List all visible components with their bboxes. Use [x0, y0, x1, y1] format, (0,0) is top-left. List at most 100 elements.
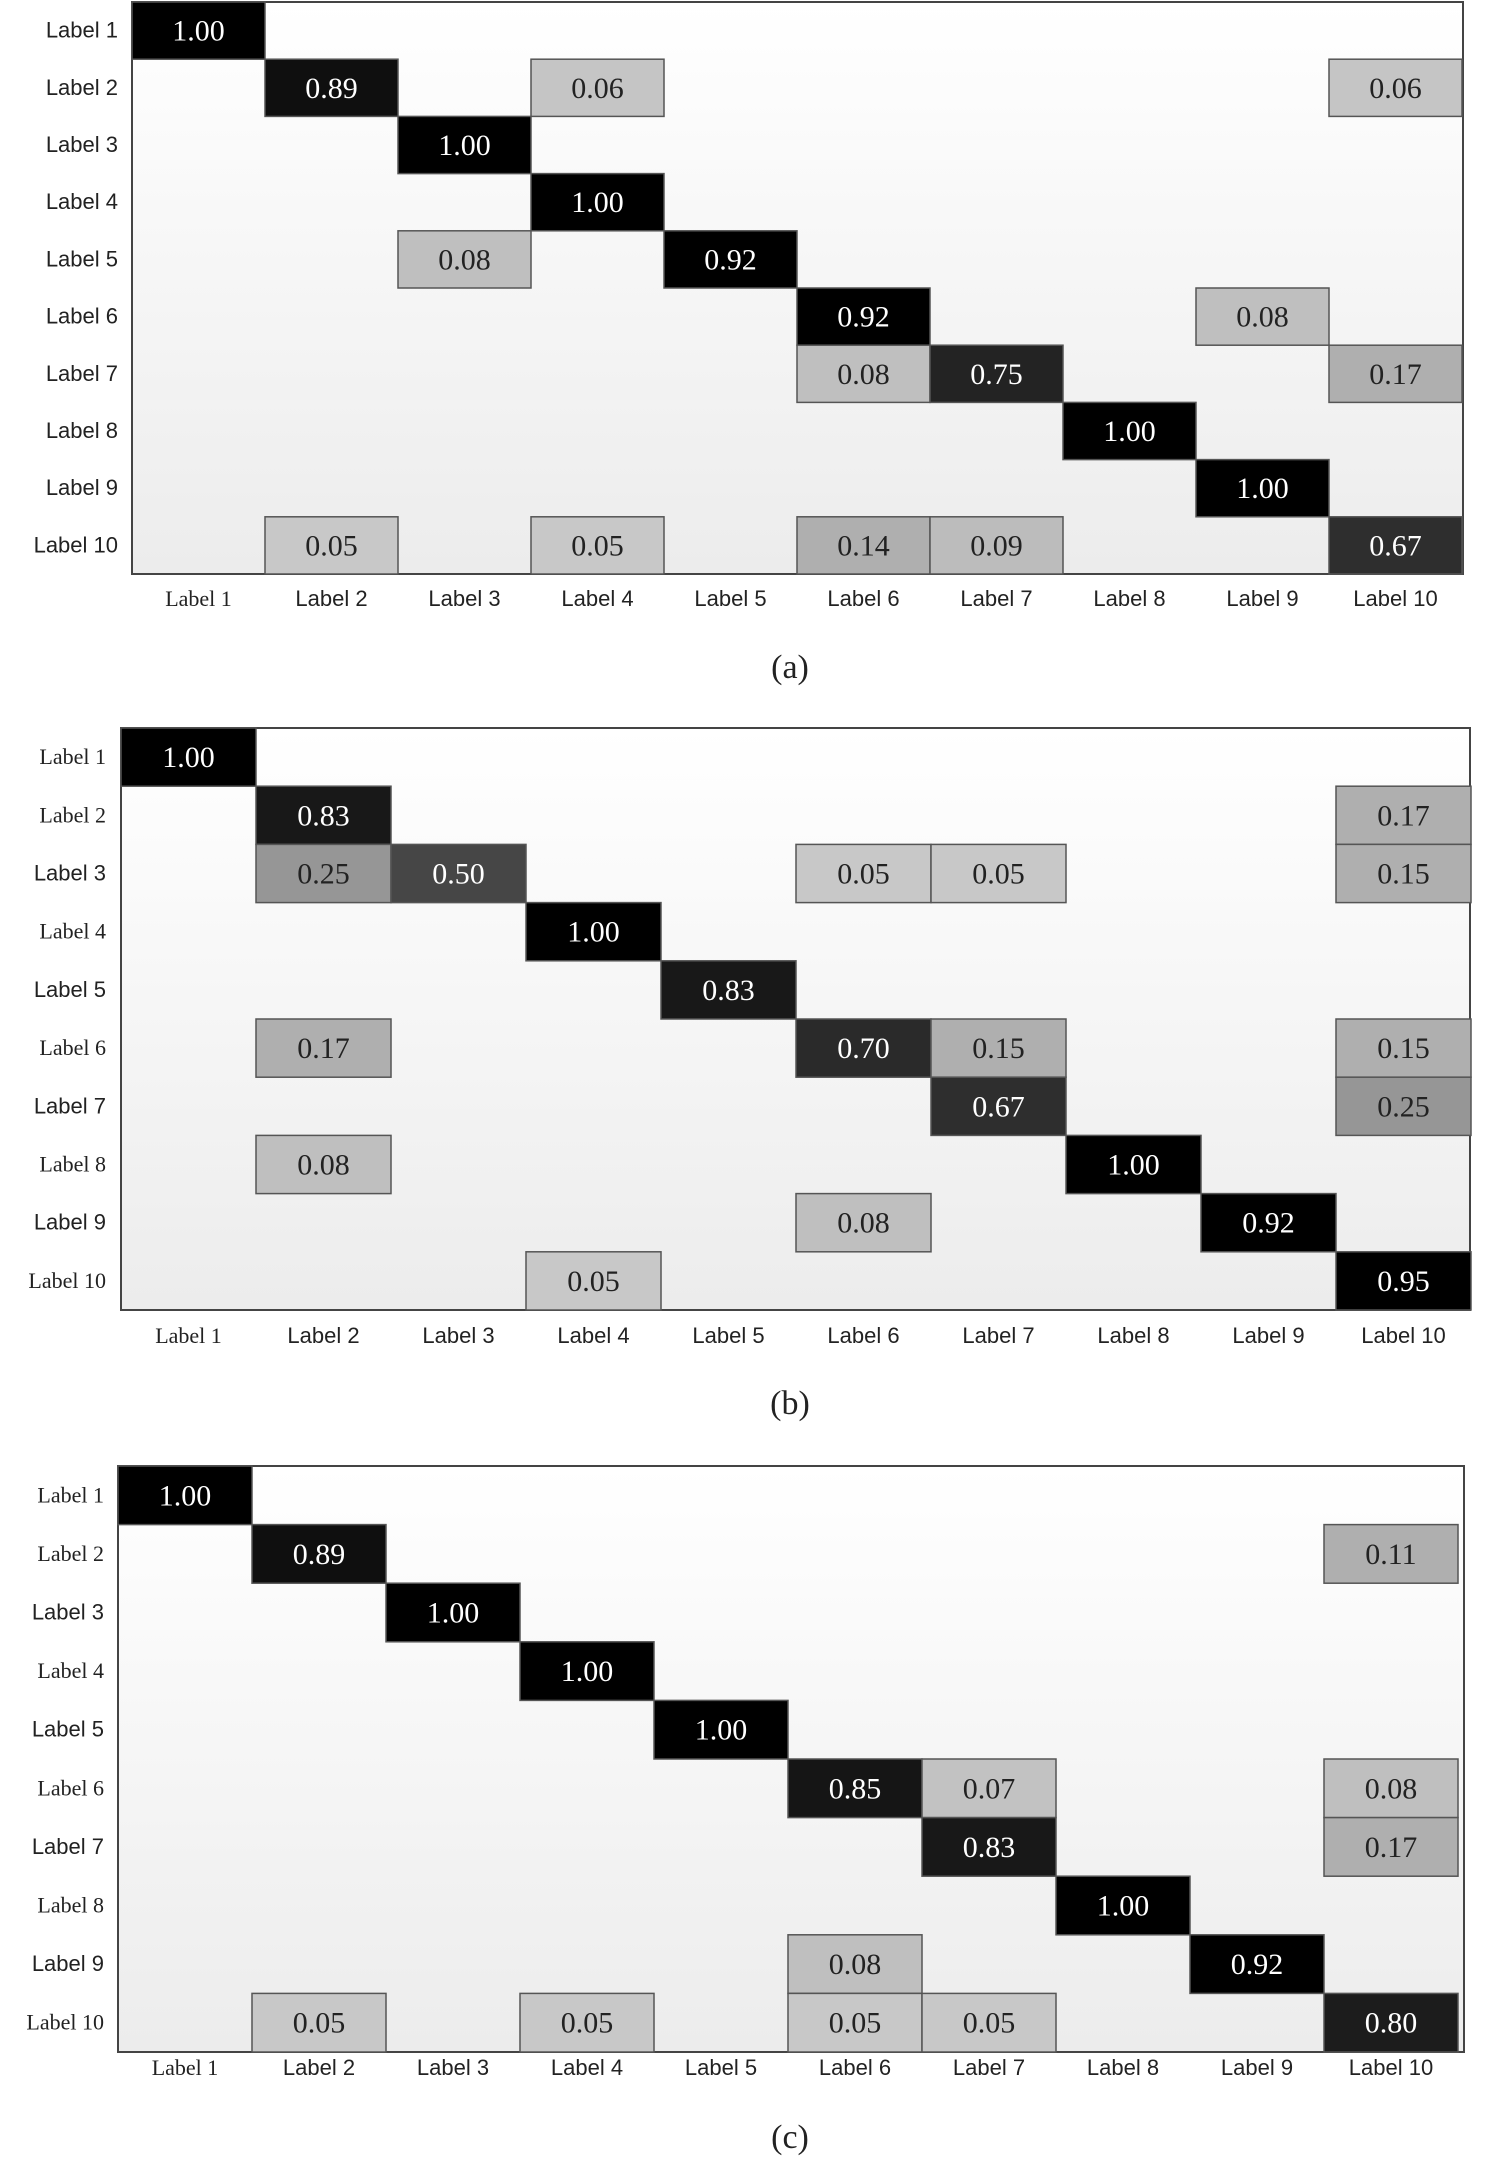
heatmap-cell-fill: [1323, 1523, 1459, 1584]
heatmap-cell: 0.08: [255, 1134, 392, 1195]
column-label: Label 1: [155, 1323, 222, 1348]
column-label: Label 10: [1361, 1323, 1445, 1348]
cell-value-label: 0.92: [704, 243, 757, 276]
cell-value-label: 0.08: [829, 1948, 882, 1981]
heatmap-cell-fill: [663, 230, 798, 289]
column-label: Label 10: [1349, 2055, 1433, 2080]
heatmap-cell: 0.89: [251, 1523, 387, 1584]
cell-value-label: 0.08: [438, 243, 491, 276]
heatmap-cell-fill: [921, 1758, 1057, 1819]
heatmap-cell-fill: [1335, 843, 1472, 904]
heatmap-cell: 0.17: [1323, 1816, 1459, 1877]
cell-value-label: 0.17: [1377, 799, 1430, 832]
heatmap-cell-fill: [796, 516, 931, 575]
heatmap-cell-fill: [929, 516, 1064, 575]
heatmap-cell: 0.05: [251, 1992, 387, 2053]
cell-value-label: 0.17: [297, 1032, 350, 1065]
cell-value-label: 0.50: [432, 858, 485, 891]
cell-value-label: 0.11: [1365, 1538, 1416, 1571]
heatmap-cell: 1.00: [1065, 1134, 1202, 1195]
cell-value-label: 0.17: [1369, 358, 1422, 391]
heatmap-cell: 1.00: [117, 1465, 253, 1526]
column-label: Label 1: [152, 2055, 219, 2080]
heatmap-cell: 0.07: [921, 1758, 1057, 1819]
row-label: Label 5: [34, 977, 106, 1002]
cell-value-label: 0.92: [1231, 1948, 1284, 1981]
cell-value-label: 0.08: [837, 358, 890, 391]
column-label: Label 6: [819, 2055, 891, 2080]
heatmap-cell-fill: [787, 1992, 923, 2053]
column-label: Label 9: [1221, 2055, 1293, 2080]
cell-value-label: 1.00: [159, 1479, 212, 1512]
column-label: Label 3: [417, 2055, 489, 2080]
cell-value-label: 0.07: [963, 1772, 1016, 1805]
heatmap-cell: 0.92: [1200, 1192, 1337, 1253]
heatmap-cell-fill: [1065, 1134, 1202, 1195]
row-label: Label 7: [34, 1093, 106, 1118]
heatmap-cell: 0.14: [796, 516, 931, 575]
cell-value-label: 0.05: [571, 529, 624, 562]
cell-value-label: 1.00: [1103, 415, 1156, 448]
row-label: Label 2: [46, 75, 118, 100]
heatmap-cell: 1.00: [1055, 1875, 1191, 1936]
heatmap-cell-fill: [1335, 785, 1472, 846]
column-label: Label 5: [694, 586, 766, 611]
heatmap-cell: 0.89: [264, 58, 399, 118]
row-label: Label 3: [34, 861, 106, 886]
cell-value-label: 0.06: [571, 72, 624, 105]
cell-value-label: 1.00: [438, 129, 491, 162]
cell-value-label: 0.08: [837, 1207, 890, 1240]
row-label: Label 1: [39, 744, 106, 769]
heatmap-cell: 1.00: [525, 901, 662, 962]
cell-value-label: 1.00: [571, 186, 624, 219]
heatmap-cell: 0.85: [787, 1758, 923, 1819]
cell-value-label: 0.08: [1236, 301, 1289, 334]
column-label: Label 8: [1093, 586, 1165, 611]
heatmap-cell: 0.08: [397, 230, 532, 289]
heatmap-cell-fill: [1189, 1934, 1325, 1995]
heatmap-cell-fill: [519, 1992, 655, 2053]
heatmap-cell-fill: [660, 960, 797, 1020]
cell-value-label: 1.00: [567, 916, 620, 949]
cell-value-label: 0.15: [1377, 858, 1430, 891]
heatmap-cell: 0.92: [663, 230, 798, 289]
heatmap-cell-fill: [1335, 1018, 1472, 1078]
heatmap-cell: 0.15: [1335, 1018, 1472, 1078]
heatmap-cell: 0.95: [1335, 1251, 1472, 1311]
heatmap-cell: 0.25: [1335, 1076, 1472, 1137]
column-label: Label 4: [561, 586, 633, 611]
heatmap-cell-fill: [1328, 344, 1463, 404]
heatmap-cell-fill: [525, 1251, 662, 1311]
cell-value-label: 0.15: [972, 1032, 1025, 1065]
column-label: Label 2: [295, 586, 367, 611]
cell-value-label: 0.05: [305, 529, 358, 562]
row-label: Label 9: [32, 1951, 104, 1976]
column-label: Label 3: [428, 586, 500, 611]
heatmap-cell: 0.83: [660, 960, 797, 1020]
heatmap-cell-fill: [653, 1699, 789, 1760]
heatmap-cell-fill: [117, 1465, 253, 1526]
heatmap-cell-fill: [255, 1134, 392, 1195]
heatmap-cell-fill: [1323, 1758, 1459, 1819]
cell-value-label: 0.67: [1369, 529, 1422, 562]
column-label: Label 9: [1232, 1323, 1304, 1348]
heatmap-cell: 0.92: [1189, 1934, 1325, 1995]
heatmap-cell-fill: [390, 843, 527, 904]
row-label: Label 8: [46, 418, 118, 443]
row-label: Label 1: [46, 18, 118, 43]
heatmap-cell: 0.83: [255, 785, 392, 846]
heatmap-cell: 0.92: [796, 287, 931, 346]
cell-value-label: 0.05: [567, 1265, 620, 1298]
heatmap-cell: 0.08: [1195, 287, 1330, 346]
heatmap-cell: 1.00: [1195, 458, 1330, 518]
cell-value-label: 1.00: [162, 741, 215, 774]
heatmap-cell: 0.05: [264, 516, 399, 575]
heatmap-cell: 0.67: [930, 1076, 1067, 1137]
heatmap-cell-fill: [525, 901, 662, 962]
heatmap-panel-b: Label 1 Label 2 Label 3 Label 4 Label 5 Label…: [28, 727, 1472, 1422]
heatmap-cell: 0.05: [795, 843, 932, 904]
row-label: Label 10: [26, 2010, 104, 2035]
column-label: Label 3: [422, 1323, 494, 1348]
column-label: Label 7: [962, 1323, 1034, 1348]
heatmap-cell-fill: [796, 344, 931, 404]
